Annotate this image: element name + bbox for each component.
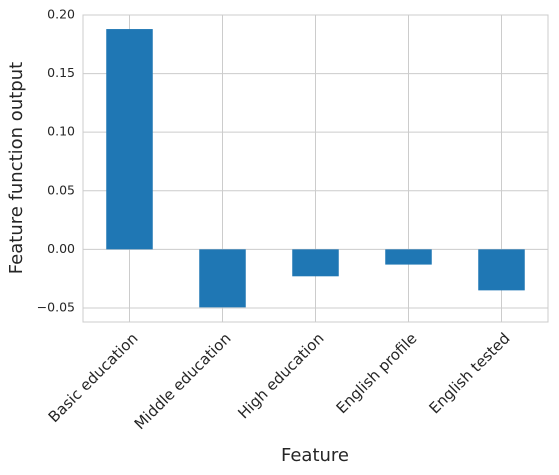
y-axis-label: Feature function output bbox=[6, 62, 27, 274]
bar bbox=[478, 249, 525, 291]
y-tick-label: 0.10 bbox=[47, 124, 75, 139]
x-tick-label: High education bbox=[234, 329, 327, 422]
x-tick-label: English tested bbox=[425, 329, 513, 417]
bar bbox=[292, 249, 339, 277]
x-tick-label: Basic education bbox=[45, 329, 142, 426]
bar bbox=[385, 249, 432, 265]
x-axis-label: Feature bbox=[281, 445, 349, 466]
plot-frame bbox=[82, 14, 549, 323]
bar bbox=[106, 29, 153, 250]
y-tick-label: 0.15 bbox=[47, 65, 75, 80]
x-tick-label: Middle education bbox=[131, 329, 235, 433]
x-tick-label: English profile bbox=[333, 329, 421, 417]
y-tick-label: 0.00 bbox=[47, 241, 75, 256]
bar bbox=[199, 249, 246, 308]
y-tick-label: 0.05 bbox=[47, 182, 75, 197]
y-tick-label: −0.05 bbox=[37, 299, 75, 314]
y-tick-label: 0.20 bbox=[47, 7, 75, 22]
